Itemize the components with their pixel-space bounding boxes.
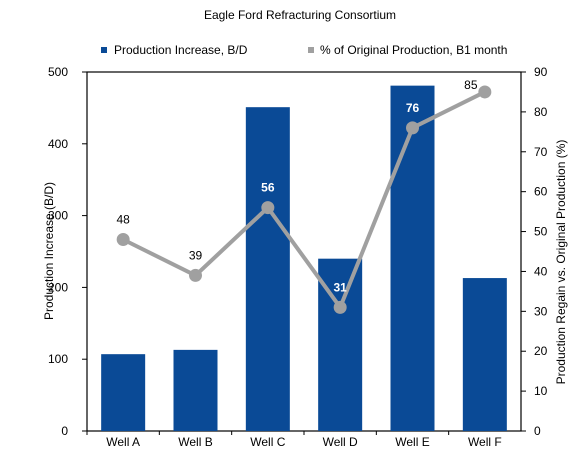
y2-tick-label: 20 xyxy=(534,344,548,358)
y2-tick-label: 60 xyxy=(534,185,548,199)
y2-axis-label: Production Regain vs. Original Productio… xyxy=(554,140,568,385)
legend-swatch-percent-original xyxy=(308,47,314,53)
data-label: 48 xyxy=(116,213,130,227)
x-tick-label: Well F xyxy=(468,435,502,449)
data-label: 76 xyxy=(406,101,420,115)
y-tick-label: 200 xyxy=(48,280,68,294)
data-label: 85 xyxy=(464,78,478,92)
y2-tick-label: 80 xyxy=(534,105,548,119)
y-axis-label: Production Increase (B/D) xyxy=(42,182,56,320)
y2-tick-label: 50 xyxy=(534,225,548,239)
y-tick-label: 0 xyxy=(61,424,68,438)
legend-label-production-increase: Production Increase, B/D xyxy=(114,43,248,57)
legend: Production Increase, B/D % of Original P… xyxy=(101,43,507,57)
chart-title: Eagle Ford Refracturing Consortium xyxy=(204,8,396,22)
bar xyxy=(101,354,146,431)
bar xyxy=(245,107,290,431)
line-point xyxy=(116,233,130,247)
line-point xyxy=(189,268,202,282)
y-tick-label: 300 xyxy=(48,209,68,223)
line-point xyxy=(406,121,419,135)
y2-tick-label: 40 xyxy=(534,264,548,278)
bar xyxy=(173,349,218,431)
x-tick-label: Well A xyxy=(106,435,140,449)
plot-frame xyxy=(86,71,522,432)
data-label: 39 xyxy=(189,248,203,262)
y2-tick-label: 70 xyxy=(534,145,548,159)
y-tick-label: 100 xyxy=(48,352,68,366)
y2-tick-label: 90 xyxy=(534,65,548,79)
bar xyxy=(390,85,435,431)
y2-tick-label: 10 xyxy=(534,384,548,398)
y-tick-label: 500 xyxy=(48,65,68,79)
x-tick-label: Well E xyxy=(395,435,429,449)
line-point xyxy=(333,300,347,314)
plot-area: 0 100 200 300 400 500 0 10 20 30 40 50 60 70 80 90 Well … xyxy=(48,65,548,449)
data-label: 56 xyxy=(261,181,275,195)
y2-tick-label: 30 xyxy=(534,304,548,318)
y2-tick-label: 0 xyxy=(534,424,541,438)
line-series xyxy=(121,89,487,310)
legend-swatch-production-increase xyxy=(101,47,107,53)
x-tick-label: Well C xyxy=(250,435,285,449)
legend-label-percent-original: % of Original Production, B1 month xyxy=(320,43,507,57)
bar xyxy=(462,278,507,431)
y-tick-label: 400 xyxy=(48,137,68,151)
line-point xyxy=(478,85,492,99)
line-point xyxy=(261,201,275,215)
x-tick-label: Well D xyxy=(323,435,358,449)
data-label: 31 xyxy=(333,280,347,294)
x-tick-label: Well B xyxy=(178,435,212,449)
